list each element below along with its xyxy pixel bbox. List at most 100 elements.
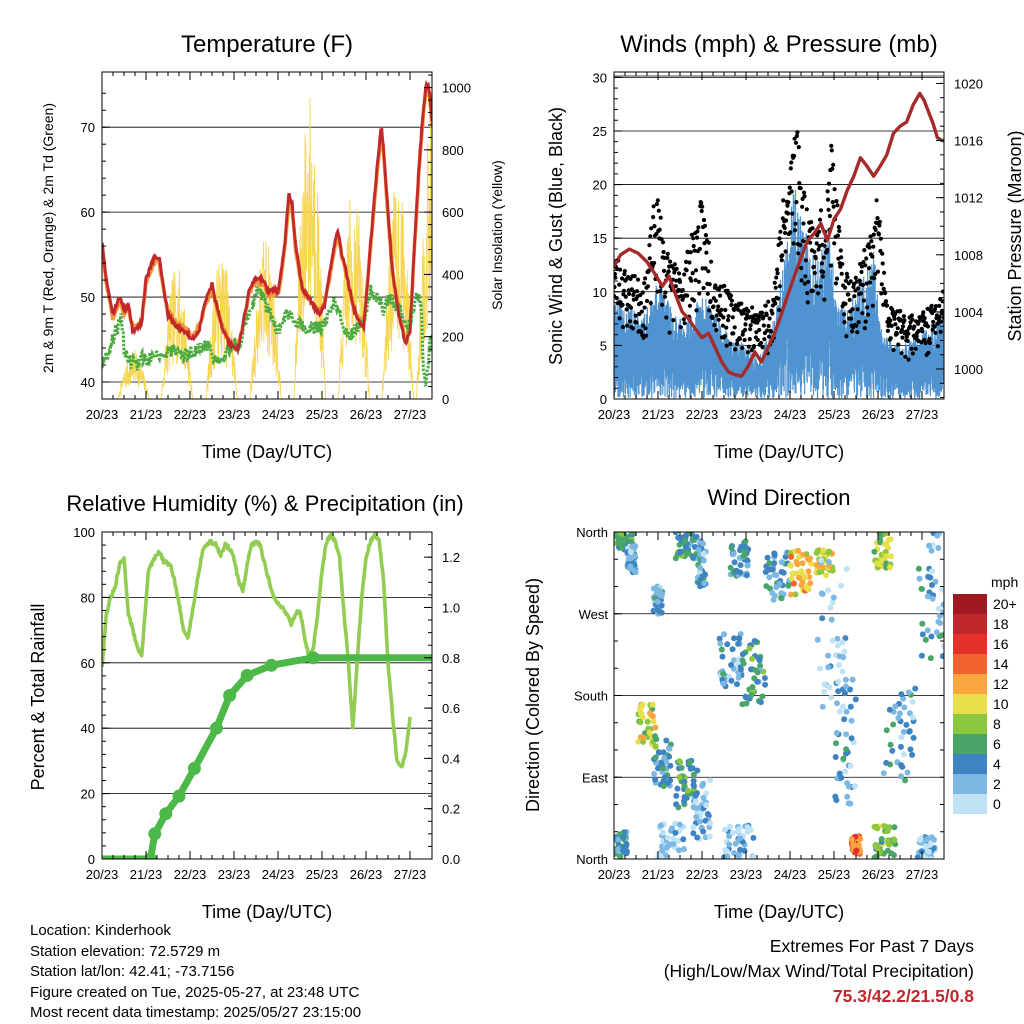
rainfall-step-marker [159,807,173,821]
gust-point [644,298,650,304]
gust-point [930,327,935,332]
gust-point [842,320,847,325]
gust-point [690,271,695,276]
direction-point [900,728,907,735]
gust-point [829,148,834,153]
direction-point [769,566,776,573]
direction-point [778,559,785,566]
extremes-subheading: (High/Low/Max Wind/Total Precipitation) [663,961,974,981]
gust-point [805,300,810,305]
gust-point [661,268,667,273]
gust-point [787,185,792,190]
gust-point [864,281,869,286]
direction-point [659,765,666,772]
direction-point [658,592,665,599]
direction-point [751,638,758,644]
gust-point [937,314,942,319]
direction-point [724,853,731,859]
gust-point [772,280,777,285]
gust-point [764,312,769,318]
y-tick-label: 0 [88,852,95,867]
gust-point [734,341,740,346]
direction-point [650,718,657,725]
gust-point [733,347,738,352]
gust-point [925,324,931,329]
direction-point [910,734,917,741]
direction-point [640,734,647,741]
gust-point [660,302,665,307]
gust-point [868,234,873,239]
direction-point [663,737,670,744]
direction-point [803,585,810,591]
direction-point [905,689,912,696]
direction-point [628,555,635,561]
gust-point [941,315,944,320]
direction-point [933,629,940,636]
direction-point [762,569,769,575]
direction-point [652,776,659,783]
gust-point [871,232,876,237]
gust-point [825,197,831,202]
gust-point [661,249,666,255]
gust-point [667,330,672,335]
gust-point [728,293,734,298]
direction-xlabel: Time (Day/UTC) [714,902,844,922]
direction-point [902,777,909,784]
direction-ylabel: Direction (Colored By Speed) [523,578,543,812]
direction-point [847,703,854,710]
direction-point [739,657,746,664]
direction-point [702,817,709,824]
direction-point [762,681,769,688]
gust-point [718,293,723,298]
gust-point [878,236,883,241]
gust-point [872,276,877,281]
direction-point [834,635,841,642]
direction-point [834,642,841,649]
gust-point [900,335,905,340]
gust-point [663,290,668,295]
gust-point [801,221,806,226]
y2-tick-label: 1.0 [442,600,460,615]
gust-point [786,200,791,205]
x-tick-label: 26/23 [350,407,383,422]
gust-point [694,235,700,240]
direction-point [640,738,647,745]
direction-point [617,853,624,859]
gust-point [802,281,808,286]
legend-swatch [953,694,987,714]
direction-point [842,768,849,775]
gust-point [751,344,757,349]
gust-point [707,308,712,313]
gust-point [816,247,821,252]
gust-point [892,312,898,317]
y2-tick-label: 1012 [954,191,983,206]
gust-point [759,310,765,315]
x-tick-label: 20/23 [86,867,119,882]
gust-point [726,314,731,319]
gust-point [776,296,781,301]
gust-point [880,261,885,266]
gust-point [658,215,663,220]
direction-point [721,826,728,833]
direction-point [771,571,778,578]
direction-point [847,800,854,807]
gust-point [759,340,764,346]
gust-point [708,299,713,304]
gust-point [812,249,817,254]
x-tick-label: 22/23 [686,407,719,422]
direction-point [700,828,707,835]
direction-point [680,846,687,853]
gust-point [821,255,826,260]
x-tick-label: 21/23 [642,867,675,882]
rainfall-step-marker [306,651,320,665]
direction-point [842,635,849,642]
gust-point [879,282,884,287]
gust-point [906,357,911,362]
direction-point [676,847,683,854]
station-latlon: Station lat/lon: 42.41; -73.7156 [30,963,235,980]
gust-point [743,322,748,327]
gust-point [644,333,649,338]
gust-point [941,289,944,294]
gust-point [803,258,809,263]
gust-point [855,307,860,312]
